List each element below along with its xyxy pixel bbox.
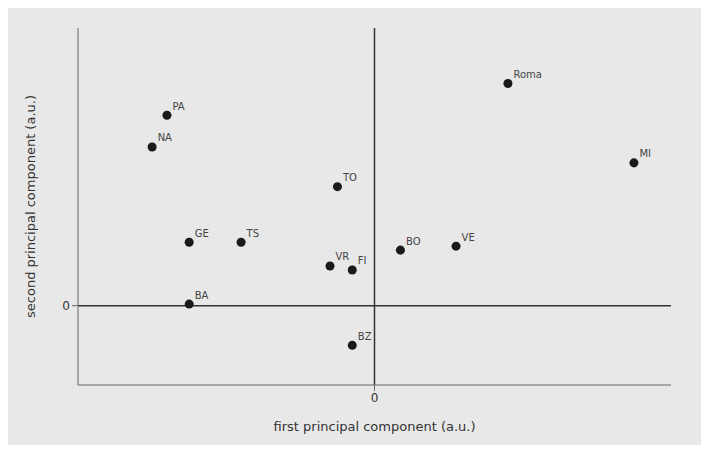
svg-text:second principal component (a.: second principal component (a.u.) xyxy=(23,95,38,318)
svg-text:MI: MI xyxy=(639,148,651,159)
svg-text:0: 0 xyxy=(62,299,70,313)
svg-text:TS: TS xyxy=(246,228,259,239)
svg-text:VE: VE xyxy=(462,232,475,243)
svg-text:GE: GE xyxy=(195,228,209,239)
svg-text:BO: BO xyxy=(406,236,421,247)
svg-text:BA: BA xyxy=(195,290,209,301)
svg-text:0: 0 xyxy=(371,391,379,405)
svg-text:Roma: Roma xyxy=(513,69,542,80)
svg-text:VR: VR xyxy=(336,251,350,262)
svg-text:first principal component (a.u: first principal component (a.u.) xyxy=(274,419,476,434)
svg-text:BZ: BZ xyxy=(358,331,372,342)
svg-text:FI: FI xyxy=(358,255,367,266)
svg-text:TO: TO xyxy=(342,172,357,183)
svg-text:PA: PA xyxy=(172,101,184,112)
svg-text:NA: NA xyxy=(158,132,172,143)
